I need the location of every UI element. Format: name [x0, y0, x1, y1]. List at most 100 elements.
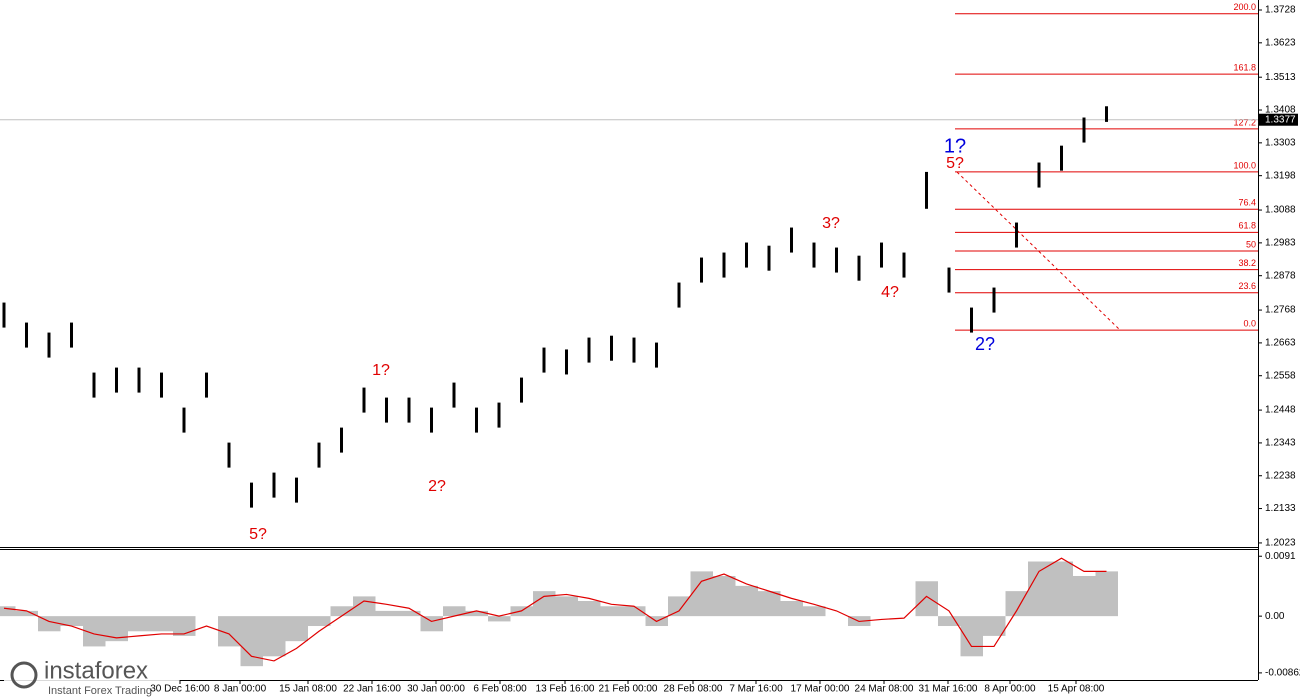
- wave-label: 3?: [822, 215, 840, 232]
- histogram-bar: [308, 616, 331, 627]
- histogram-bar: [668, 596, 691, 617]
- fib-trend-line: [956, 171, 1121, 331]
- price-bar: [677, 282, 681, 308]
- price-bar: [790, 227, 793, 253]
- price-bar: [857, 255, 861, 281]
- y-tick-label: 1.2878: [1265, 270, 1296, 281]
- price-bar: [160, 372, 163, 398]
- price-bar: [587, 337, 591, 363]
- current-price-box: [1258, 113, 1298, 126]
- histogram-bar: [1073, 575, 1096, 617]
- y-tick-label: 1.3513: [1265, 72, 1296, 83]
- price-bar: [632, 337, 636, 363]
- price-bar: [115, 367, 118, 393]
- y-tick-label: 1.3728: [1265, 5, 1296, 16]
- x-tick-label: 30 Dec 16:00: [150, 684, 210, 695]
- price-bar: [655, 342, 658, 368]
- watermark: instaforex Instant Forex Trading: [4, 656, 180, 698]
- fib-label: 50: [1246, 239, 1256, 249]
- histogram-bar: [690, 571, 713, 617]
- wave-label: 1?: [372, 362, 390, 379]
- price-bar: [182, 407, 186, 433]
- histogram-bar: [803, 606, 826, 617]
- price-bar: [407, 397, 411, 423]
- price-bar: [25, 322, 28, 348]
- x-tick-label: 8 Jan 00:00: [214, 684, 267, 695]
- price-bar: [520, 377, 523, 403]
- price-bar: [925, 171, 928, 209]
- histogram-bar: [533, 591, 556, 617]
- price-bar: [1015, 222, 1018, 248]
- fib-label: 76.4: [1238, 198, 1256, 208]
- wave-label: 2?: [975, 334, 995, 354]
- price-bar: [475, 407, 478, 433]
- x-tick-label: 13 Feb 16:00: [536, 684, 595, 695]
- price-bar: [340, 427, 343, 453]
- histogram-bar: [83, 616, 106, 647]
- fib-label: 38.2: [1238, 258, 1256, 268]
- histogram-bar: [915, 581, 938, 617]
- histogram-bar: [938, 616, 961, 627]
- price-bar: [2, 302, 6, 328]
- histogram-bar: [780, 601, 803, 617]
- price-bar: [565, 349, 568, 375]
- histogram-bar: [983, 616, 1006, 636]
- fib-label: 100.0: [1233, 160, 1256, 170]
- x-tick-label: 21 Feb 00:00: [599, 684, 658, 695]
- histogram-bar: [555, 596, 578, 617]
- histogram-bar: [443, 606, 466, 617]
- price-bar: [317, 442, 321, 468]
- price-bar: [92, 372, 96, 398]
- histogram-bar: [758, 591, 781, 617]
- y-tick-label: 1.2133: [1265, 503, 1296, 514]
- x-tick-label: 30 Jan 00:00: [407, 684, 465, 695]
- price-bar: [137, 367, 141, 393]
- price-bar: [1105, 106, 1108, 122]
- price-bar: [385, 397, 388, 423]
- wave-label: 1?: [944, 135, 966, 157]
- price-bar: [497, 402, 501, 428]
- histogram-bar: [1095, 571, 1118, 617]
- fib-label: 127.2: [1233, 117, 1256, 127]
- y-tick-label: 1.3198: [1265, 170, 1296, 181]
- current-price-label: 1.3377: [1265, 114, 1296, 125]
- x-tick-label: 6 Feb 08:00: [473, 684, 527, 695]
- y-tick-label: 1.2768: [1265, 305, 1296, 316]
- watermark-bg: [4, 656, 180, 698]
- histogram-bar: [60, 616, 83, 627]
- y-tick-label: 0.00: [1265, 611, 1285, 622]
- price-bar: [542, 347, 546, 373]
- x-tick-label: 7 Mar 16:00: [729, 684, 783, 695]
- signal-line: [3, 557, 1107, 662]
- histogram-bar: [600, 606, 623, 617]
- price-bar: [430, 407, 433, 433]
- x-tick-label: 15 Jan 08:00: [279, 684, 337, 695]
- histogram-bar: [398, 610, 421, 617]
- price-bar: [1060, 145, 1063, 171]
- y-tick-label: 1.2343: [1265, 438, 1296, 449]
- y-tick-label: 1.2238: [1265, 470, 1296, 481]
- y-tick-label: 1.3408: [1265, 105, 1296, 116]
- histogram-bar: [1005, 591, 1028, 617]
- price-bar: [700, 257, 703, 283]
- x-tick-label: 15 Apr 08:00: [1048, 684, 1105, 695]
- histogram-bar: [578, 601, 601, 617]
- y-tick-label: -0.00862: [1265, 668, 1300, 679]
- histogram-bar: [285, 616, 308, 642]
- price-bar: [992, 287, 996, 313]
- histogram-bar: [38, 616, 61, 632]
- price-bar: [812, 242, 816, 268]
- price-bar: [70, 322, 73, 348]
- histogram-bar: [623, 606, 646, 617]
- price-bar: [767, 245, 771, 271]
- fib-label: 200.0: [1233, 2, 1256, 12]
- fib-label: 61.8: [1238, 221, 1256, 231]
- watermark-tagline: Instant Forex Trading: [48, 685, 152, 697]
- price-bar: [745, 242, 748, 268]
- x-tick-label: 28 Feb 08:00: [664, 684, 723, 695]
- x-tick-label: 31 Mar 16:00: [919, 684, 978, 695]
- histogram-bar: [150, 616, 173, 632]
- y-tick-label: 1.2023: [1265, 538, 1296, 549]
- histogram-bar: [218, 616, 241, 647]
- x-tick-label: 24 Mar 08:00: [855, 684, 914, 695]
